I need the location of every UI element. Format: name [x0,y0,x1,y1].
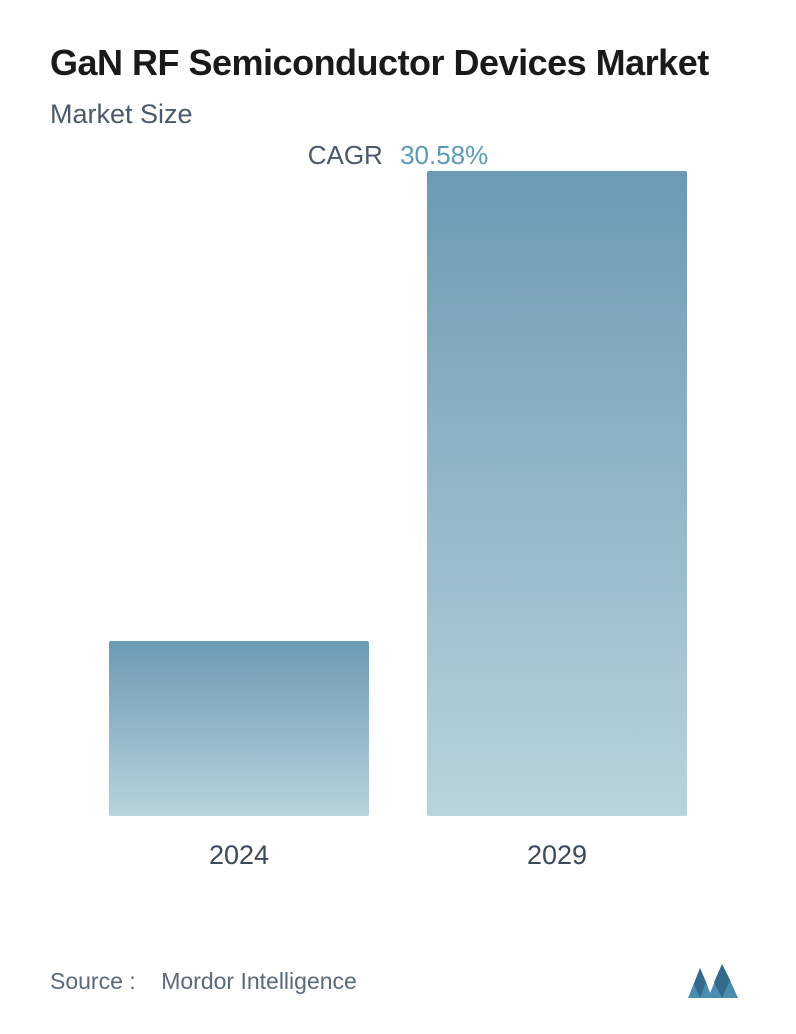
bar-group-2029: 2029 [427,171,687,871]
bar-2029 [427,171,687,816]
bar-label-2029: 2029 [527,840,587,871]
source-label: Source : [50,968,136,994]
source-value: Mordor Intelligence [161,968,357,994]
bar-label-2024: 2024 [209,840,269,871]
bar-group-2024: 2024 [109,641,369,871]
cagr-label: CAGR [308,140,383,170]
chart-title: GaN RF Semiconductor Devices Market [50,40,746,87]
chart-subtitle: Market Size [50,99,746,130]
bar-chart-area: 2024 2029 [50,201,746,871]
cagr-value: 30.58% [400,140,488,170]
mordor-logo-icon [686,960,746,1002]
bar-2024 [109,641,369,816]
footer: Source : Mordor Intelligence [50,960,746,1002]
source-attribution: Source : Mordor Intelligence [50,968,357,995]
cagr-indicator: CAGR 30.58% [50,140,746,171]
